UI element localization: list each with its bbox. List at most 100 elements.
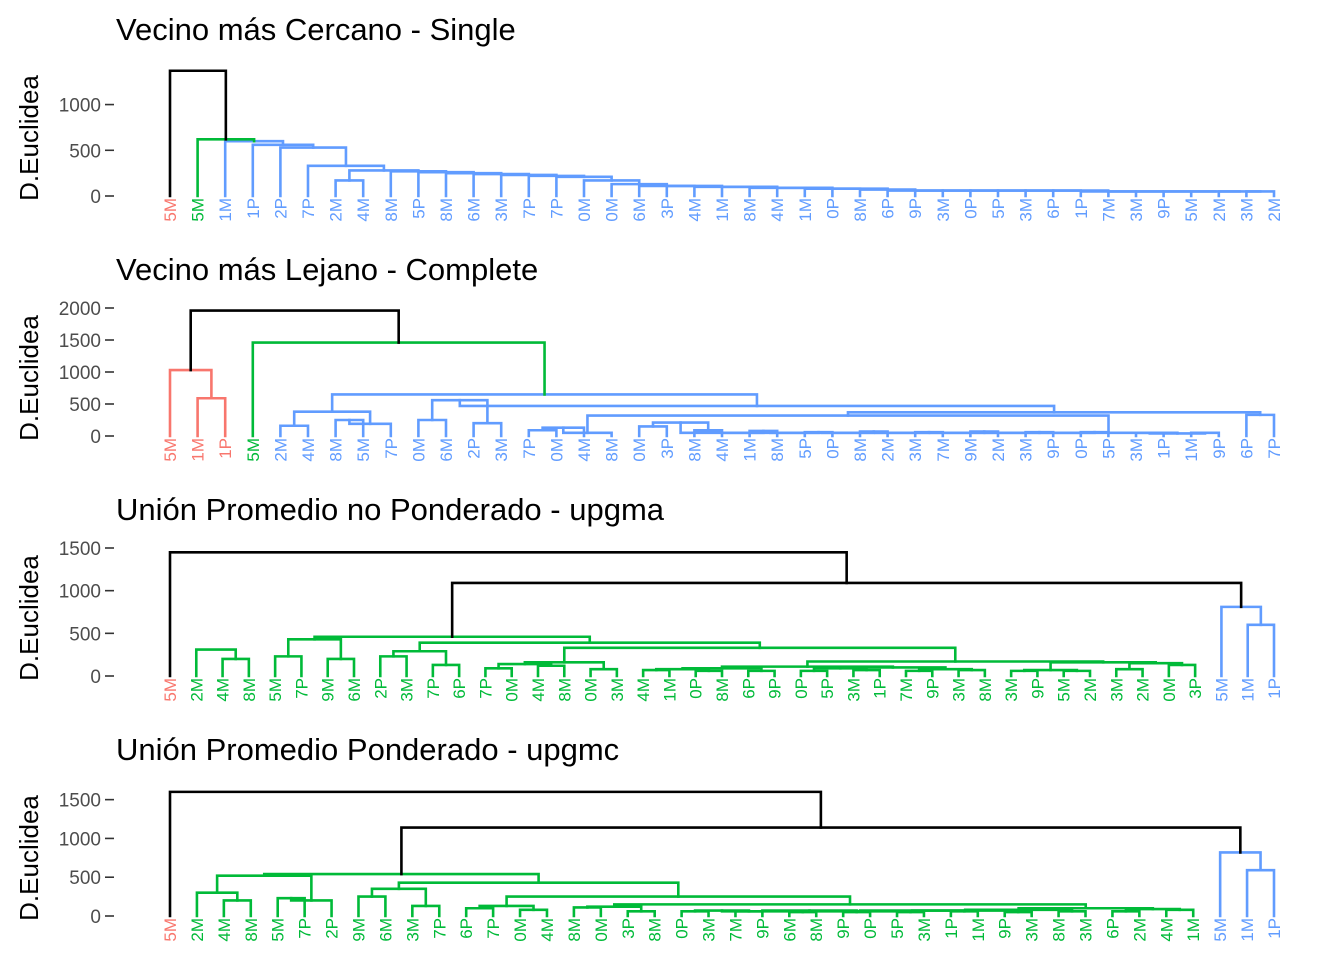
dendrogram-branch	[222, 899, 253, 918]
leaf-label: 8M	[242, 918, 261, 942]
leaf-label: 5M	[189, 198, 208, 222]
leaf-label: 0P	[1072, 438, 1091, 459]
leaf-label: 6M	[345, 678, 364, 702]
leaf-label: 7P	[520, 198, 539, 219]
leaf-label: 4M	[354, 198, 373, 222]
leaf-label: 1M	[713, 198, 732, 222]
leaf-label: 4M	[713, 438, 732, 462]
leaf-label: 3M	[492, 438, 511, 462]
leaf-label: 5M	[244, 438, 263, 462]
leaf-label: 0M	[630, 438, 649, 462]
leaf-label: 5P	[888, 918, 907, 939]
dendrogram-branch	[168, 368, 213, 438]
leaf-label: 1M	[189, 438, 208, 462]
leaf-label: 8M	[1050, 918, 1069, 942]
dendrogram-branch	[194, 648, 238, 678]
dendrogram-branch	[189, 309, 400, 372]
dendrogram-branch	[279, 424, 310, 438]
leaf-label: 7P	[296, 918, 315, 939]
leaf-label: 1M	[741, 438, 760, 462]
dendrogram-branch	[334, 179, 365, 198]
dendrogram-branch	[215, 874, 313, 902]
leaf-label: 3M	[1107, 678, 1126, 702]
y-tick-label: 0	[90, 427, 101, 448]
dendrogram-panel-4: Unión Promedio Ponderado - upgmc D.Euclid…	[14, 732, 1284, 942]
leaf-label: 0P	[823, 438, 842, 459]
dendrogram-branch	[536, 664, 566, 678]
leaf-label: 0M	[1160, 678, 1179, 702]
leaf-label: 3M	[1127, 198, 1146, 222]
leaf-label: 2M	[187, 678, 206, 702]
leaf-label: 7P	[382, 438, 401, 459]
leaf-label: 3M	[906, 438, 925, 462]
dendrogram-branch	[392, 649, 448, 667]
leaf-label: 3M	[403, 918, 422, 942]
leaf-label: 3M	[1017, 438, 1036, 462]
dendrogram-branch	[1038, 431, 1179, 435]
leaf-label: 8M	[382, 198, 401, 222]
leaf-label: 3P	[658, 198, 677, 219]
dendrogram-branch	[637, 425, 669, 438]
leaf-label: 0M	[603, 198, 622, 222]
leaf-label: 3M	[608, 678, 627, 702]
leaf-label: 8M	[437, 198, 456, 222]
leaf-label: 0M	[409, 438, 428, 462]
leaf-label: 9P	[996, 918, 1015, 939]
leaf-label: 6P	[739, 678, 758, 699]
leaf-label: 3M	[1237, 198, 1256, 222]
leaf-label: 9P	[1028, 678, 1047, 699]
y-tick-label: 1500	[59, 539, 101, 560]
dendrogram-branch	[1246, 623, 1276, 678]
dendrogram-branch	[417, 418, 448, 438]
leaf-label: 1M	[216, 198, 235, 222]
leaf-label: 9P	[766, 678, 785, 699]
leaf-label: 6P	[1103, 918, 1122, 939]
leaf-label: 2M	[1210, 198, 1229, 222]
leaf-label: 3M	[844, 678, 863, 702]
leaf-label: 3M	[1127, 438, 1146, 462]
leaf-label: 0P	[687, 678, 706, 699]
leaf-label: 5P	[409, 198, 428, 219]
leaf-label: 8M	[685, 438, 704, 462]
dendrogram-panel-3: Unión Promedio no Ponderado - upgma D.Euc…	[14, 492, 1284, 702]
leaf-label: 7P	[520, 438, 539, 459]
leaf-label: 3M	[934, 198, 953, 222]
leaf-label: 3M	[1077, 918, 1096, 942]
leaf-label: 1M	[1184, 918, 1203, 942]
y-tick-label: 1000	[59, 363, 101, 384]
dendrogram-branch	[168, 69, 228, 198]
leaf-label: 5M	[1212, 678, 1231, 702]
leaf-label: 7P	[547, 198, 566, 219]
dendrogram-branch	[397, 881, 680, 898]
leaf-label: 8M	[976, 678, 995, 702]
leaf-label: 5M	[354, 438, 373, 462]
leaf-label: 0M	[582, 678, 601, 702]
leaf-label: 5M	[161, 438, 180, 462]
leaf-label: 2M	[1134, 678, 1153, 702]
y-axis-label: D.Euclidea	[14, 75, 44, 201]
leaf-label: 5P	[796, 438, 815, 459]
leaf-label: 9P	[923, 678, 942, 699]
leaf-label: 6M	[376, 918, 395, 942]
dendrogram-branch	[251, 143, 315, 198]
y-tick-label: 1000	[59, 829, 101, 850]
leaf-label: 9P	[834, 918, 853, 939]
leaf-label: 0P	[961, 198, 980, 219]
leaf-label: 1P	[1265, 678, 1284, 699]
dendrogram-branch	[637, 184, 696, 198]
dendrogram-branch	[431, 663, 461, 678]
leaf-label: 1M	[1238, 918, 1257, 942]
leaf-label: 2M	[879, 438, 898, 462]
panel-title: Unión Promedio Ponderado - upgmc	[116, 732, 619, 767]
leaf-label: 8M	[741, 198, 760, 222]
leaf-label: 8M	[713, 678, 732, 702]
leaf-label: 1M	[1239, 678, 1258, 702]
y-tick-label: 1000	[59, 96, 101, 117]
leaf-label: 2M	[327, 198, 346, 222]
leaf-label: 4M	[685, 198, 704, 222]
y-tick-label: 500	[69, 395, 101, 416]
dendrogram-branch	[1245, 413, 1276, 438]
leaf-label: 6P	[879, 198, 898, 219]
leaf-label: 1M	[796, 198, 815, 222]
leaf-label: 6P	[1237, 438, 1256, 459]
